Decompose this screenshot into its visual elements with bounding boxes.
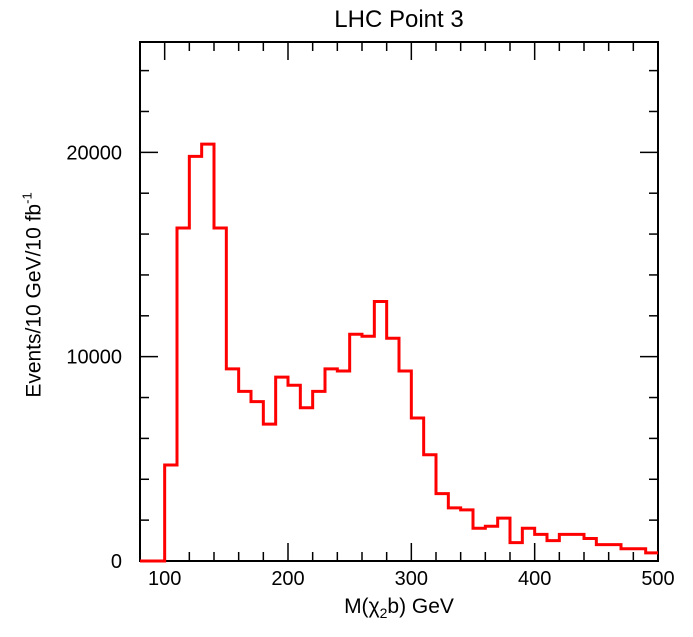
axis-tick-labels: 100 200 300 400 500 0 10000 20000	[66, 142, 674, 590]
x-axis-label-suffix: b) GeV	[387, 595, 454, 618]
x-tick-label: 500	[641, 568, 674, 590]
x-axis-label-subscript: 2	[379, 605, 388, 621]
x-tick-label: 300	[395, 568, 428, 590]
y-axis-label-superscript: -1	[19, 192, 35, 204]
histogram-line	[140, 142, 658, 563]
x-axis-label-prefix: M(	[344, 595, 369, 618]
axis-ticks	[139, 42, 659, 562]
y-tick-label: 20000	[66, 142, 122, 164]
x-axis-label: M(χ2b) GeV	[140, 595, 658, 621]
chi-symbol: χ	[368, 595, 380, 618]
x-tick-label: 200	[271, 568, 304, 590]
y-axis-label-text: Events/10 GeV/10 fb	[22, 203, 46, 398]
y-tick-label: 0	[111, 551, 122, 573]
y-tick-label: 10000	[66, 347, 122, 369]
chart-title: LHC Point 3	[334, 6, 464, 33]
plot-frame	[139, 41, 659, 562]
x-tick-label: 100	[148, 568, 181, 590]
x-tick-label: 400	[518, 568, 551, 590]
